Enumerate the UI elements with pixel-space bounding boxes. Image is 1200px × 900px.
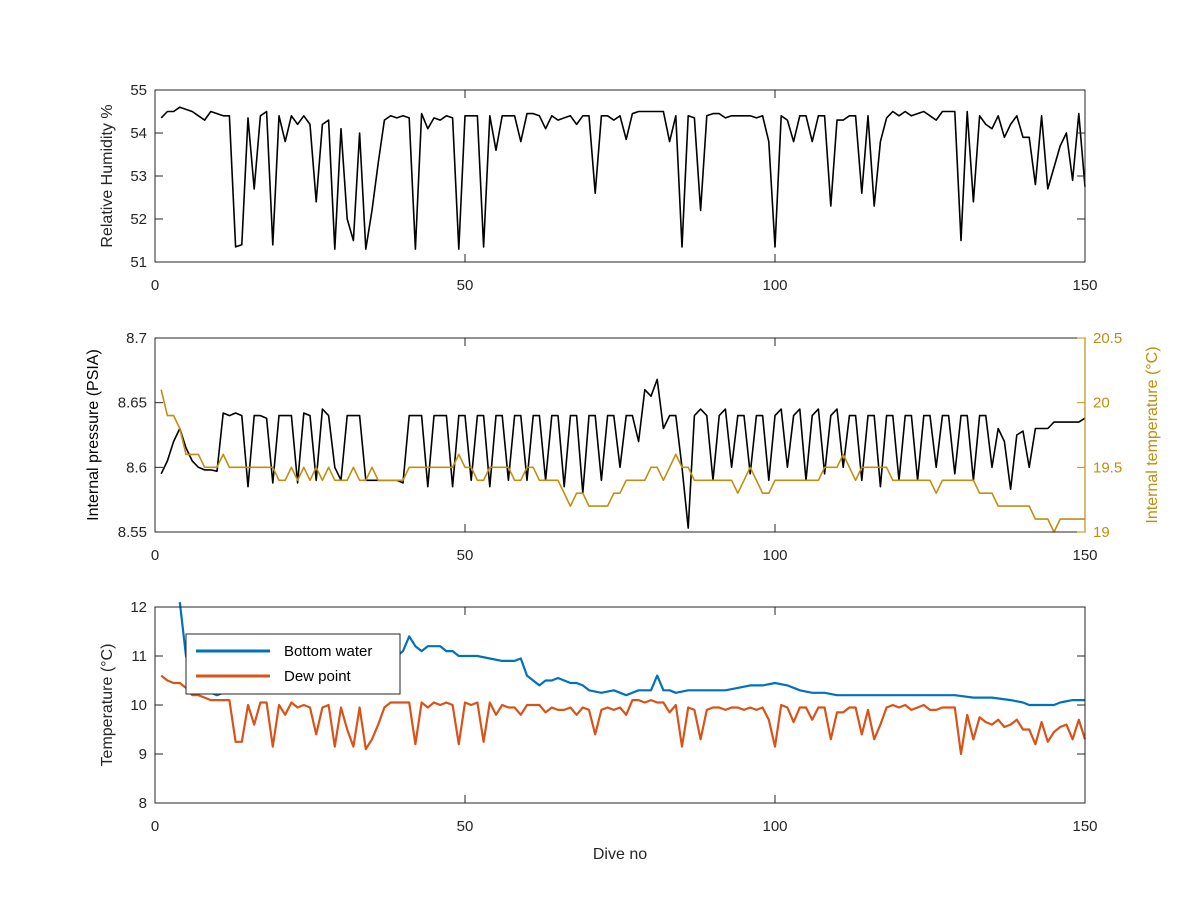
series-line-1-1 — [160, 106, 1086, 250]
x-tick-label: 0 — [151, 547, 159, 564]
y-tick-label: 8 — [139, 795, 147, 812]
chart-panel-1: 0 50 100 150 51 52 53 54 55 Relative Humidity % — [99, 82, 1098, 294]
x-tick-label: 100 — [762, 818, 787, 835]
legend-label: Bottom water — [284, 643, 372, 660]
x-tick-label: 0 — [151, 277, 159, 294]
x-tick-label: 50 — [457, 818, 474, 835]
y-tick-label: 52 — [130, 211, 147, 228]
y-tick-label: 9 — [139, 746, 147, 763]
y-tick-label: 54 — [130, 125, 147, 142]
y2-tick-label: 19.5 — [1093, 459, 1122, 476]
x-tick-label: 150 — [1072, 547, 1097, 564]
y2-axis-label: Internal temperature (°C) — [1144, 346, 1161, 523]
legend-box — [185, 633, 401, 695]
x-tick-label: 150 — [1072, 277, 1097, 294]
chart-panel-2: 0 50 100 150 8.55 8.6 8.65 8.7 19 19.5 20 20.5 Inter… — [85, 330, 1161, 564]
x-tick-label: 100 — [762, 547, 787, 564]
x-tick-label: 150 — [1072, 818, 1097, 835]
y-tick-label: 8.7 — [126, 330, 147, 347]
y-axis-label: Internal pressure (PSIA) — [85, 349, 102, 521]
x-axis-label: Dive no — [593, 846, 647, 863]
y2-tick-label: 19 — [1093, 524, 1110, 541]
y-axis-label: Relative Humidity % — [99, 104, 116, 247]
y-axis-label: Temperature (°C) — [99, 644, 116, 767]
axes-box — [154, 337, 1086, 533]
y2-tick-label: 20 — [1093, 395, 1110, 412]
y-tick-label: 11 — [131, 648, 147, 665]
y-tick-label: 8.65 — [118, 395, 147, 412]
y-tick-label: 51 — [130, 254, 147, 271]
x-tick-label: 50 — [457, 547, 474, 564]
y2-tick-label: 20.5 — [1093, 330, 1122, 347]
y-tick-label: 10 — [130, 697, 147, 714]
series-line-2-1 — [160, 378, 1086, 529]
y-tick-label: 55 — [130, 82, 147, 99]
legend-label: Dew point — [284, 668, 352, 685]
chart-panel-3: 0 50 100 150 8 9 10 11 12 Temperature (°C) Dive no… — [99, 599, 1098, 863]
series-line-2-2 — [160, 389, 1085, 533]
legend: Bottom water Dew point — [185, 633, 401, 695]
series-line-dew-point — [160, 674, 1087, 756]
x-tick-label: 0 — [151, 818, 159, 835]
y-tick-label: 8.6 — [126, 459, 147, 476]
y-tick-label: 8.55 — [118, 524, 147, 541]
x-tick-label: 100 — [762, 277, 787, 294]
y-tick-label: 12 — [130, 599, 147, 616]
x-tick-label: 50 — [457, 277, 474, 294]
y-tick-label: 53 — [130, 168, 147, 185]
